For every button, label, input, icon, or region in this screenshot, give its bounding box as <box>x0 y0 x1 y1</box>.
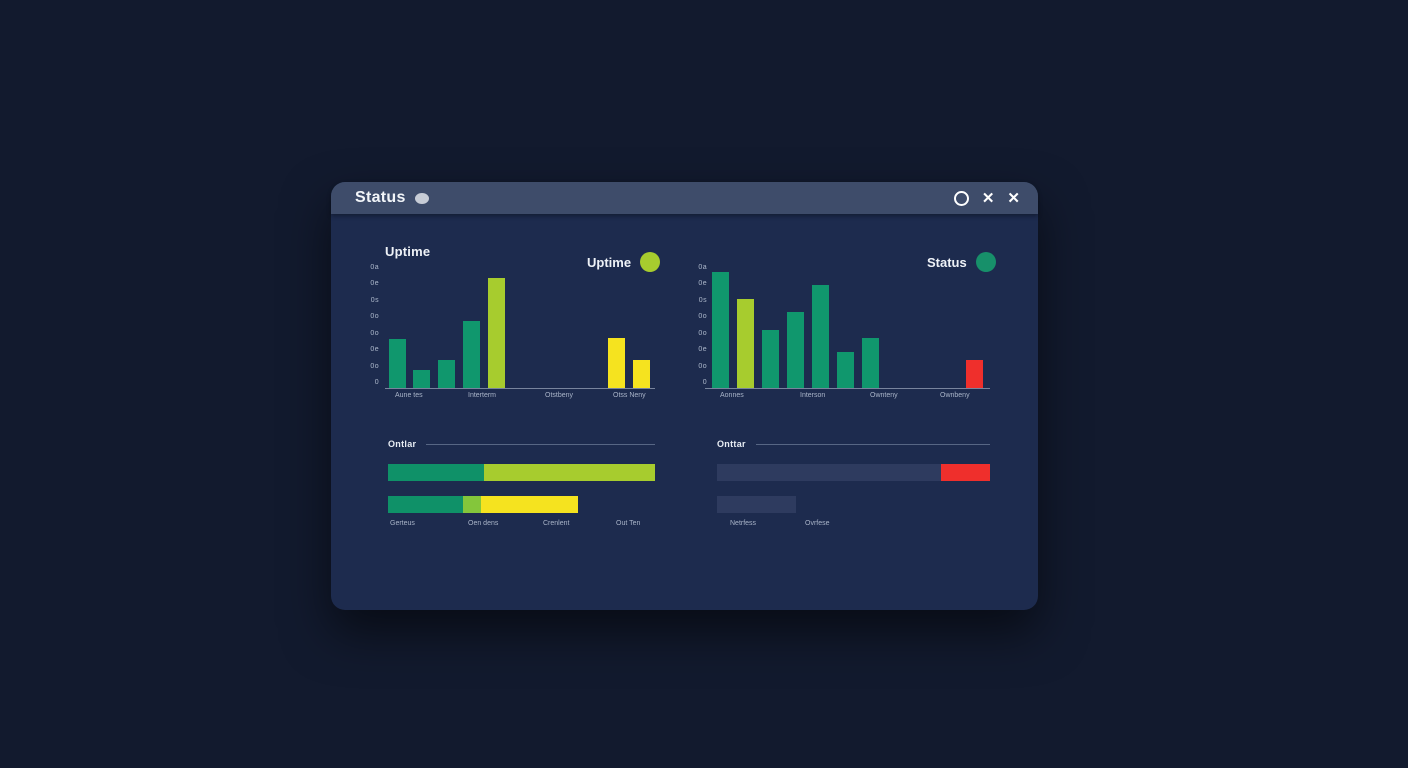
x-axis-label: Interson <box>800 392 826 399</box>
status-dot-icon <box>414 192 429 204</box>
onttar-bars <box>717 464 990 514</box>
bar-segment <box>484 464 655 481</box>
bar-segment <box>481 496 578 513</box>
y-tick-label: 0a <box>370 264 379 271</box>
onttar-section-title: Onttar <box>717 439 746 449</box>
outlar-bars <box>388 464 655 514</box>
y-tick-label: 0 <box>702 378 707 386</box>
x-axis-label: Netrfess <box>730 520 757 527</box>
y-tick-label: 0e <box>370 346 379 354</box>
bar <box>488 278 505 388</box>
bar <box>463 321 480 388</box>
onttar-labels: Netrfess Ovrfese <box>717 520 990 532</box>
bar-segment <box>462 496 482 513</box>
bar <box>762 330 779 388</box>
circle-window-button-icon[interactable] <box>953 190 969 206</box>
stacked-bar-row <box>717 496 990 513</box>
bar <box>608 338 625 388</box>
y-tick-label: 0o <box>698 313 707 321</box>
x-axis-label: Aune tes <box>395 392 423 399</box>
y-tick-label: 0o <box>370 313 379 321</box>
divider <box>755 443 990 445</box>
bar <box>966 360 983 388</box>
x-axis-label: Otstbeny <box>545 392 574 399</box>
x-axis-label: Crenlent <box>543 520 570 527</box>
status-legend: Status <box>927 252 996 272</box>
bar-segment <box>388 496 463 513</box>
window-title: Status <box>355 189 406 206</box>
bar <box>812 285 829 388</box>
stacked-bar-row <box>717 464 990 481</box>
window-controls: ✕ ✕ <box>953 189 1020 207</box>
y-tick-label: 0e <box>698 346 707 354</box>
y-tick-label: 0e <box>698 280 707 288</box>
status-legend-label: Status <box>927 254 967 270</box>
bar-segment <box>717 464 941 481</box>
x-axis-label: Gerteus <box>390 520 415 527</box>
y-tick-label: 0 <box>374 378 379 386</box>
bar <box>438 360 455 388</box>
status-legend-dot-icon <box>975 252 996 272</box>
y-tick-label: 0o <box>370 362 379 370</box>
bar-segment <box>388 464 485 481</box>
y-tick-label: 0a <box>698 264 707 271</box>
uptime-x-axis: Aune tes Interterm Otstbeny Otss Neny <box>385 392 655 404</box>
bar-segment <box>717 496 797 513</box>
y-tick-label: 0o <box>698 362 707 370</box>
status-window: Status ✕ ✕ Uptime Uptime 0a 0e 0s 0o 0o 0e 0o 0… <box>331 182 1038 610</box>
bar <box>413 370 430 388</box>
uptime-y-axis: 0a 0e 0s 0o 0o 0e 0o 0 <box>357 264 379 386</box>
stacked-bar-row <box>388 496 655 513</box>
bar <box>633 360 650 388</box>
y-tick-label: 0s <box>370 296 379 304</box>
bar-segment <box>940 464 990 481</box>
bar <box>737 299 754 388</box>
y-tick-label: 0s <box>698 296 707 304</box>
status-y-axis: 0a 0e 0s 0o 0o 0e 0o 0 <box>687 264 707 386</box>
bar <box>712 272 729 388</box>
close-icon[interactable]: ✕ <box>1007 189 1020 207</box>
close-icon[interactable]: ✕ <box>981 189 995 207</box>
status-x-axis: Aonnes Interson Ownteny Ownbeny <box>705 392 990 404</box>
bar <box>837 352 854 388</box>
bar <box>862 338 879 388</box>
outlar-labels: Gerteus Oen dens Crenlent Out Ten <box>388 520 655 532</box>
uptime-legend: Uptime <box>587 252 661 272</box>
x-axis-label: Ownteny <box>870 392 898 399</box>
bar <box>787 312 804 388</box>
x-axis-label: Ownbeny <box>940 392 970 399</box>
y-tick-label: 0o <box>370 329 379 337</box>
bar <box>389 339 406 388</box>
outlar-section-title: Ontlar <box>388 439 417 449</box>
divider <box>426 443 655 445</box>
x-axis-label: Otss Neny <box>613 392 646 399</box>
x-axis-label: Ovrfese <box>805 520 830 527</box>
outlar-section-header: Ontlar <box>388 438 655 450</box>
x-axis-label: Out Ten <box>616 520 641 527</box>
onttar-section-header: Onttar <box>717 438 990 450</box>
stacked-bar-row <box>388 464 655 481</box>
y-tick-label: 0o <box>698 329 707 337</box>
uptime-legend-dot-icon <box>640 252 661 272</box>
uptime-bar-plot <box>385 268 655 389</box>
x-axis-label: Aonnes <box>720 392 744 399</box>
x-axis-label: Interterm <box>468 392 497 399</box>
title-bar[interactable]: Status ✕ ✕ <box>331 182 1038 214</box>
y-tick-label: 0e <box>370 280 379 288</box>
uptime-legend-label: Uptime <box>587 254 632 270</box>
status-bar-plot <box>705 268 990 389</box>
uptime-chart-title: Uptime <box>385 244 431 259</box>
x-axis-label: Oen dens <box>468 520 499 527</box>
